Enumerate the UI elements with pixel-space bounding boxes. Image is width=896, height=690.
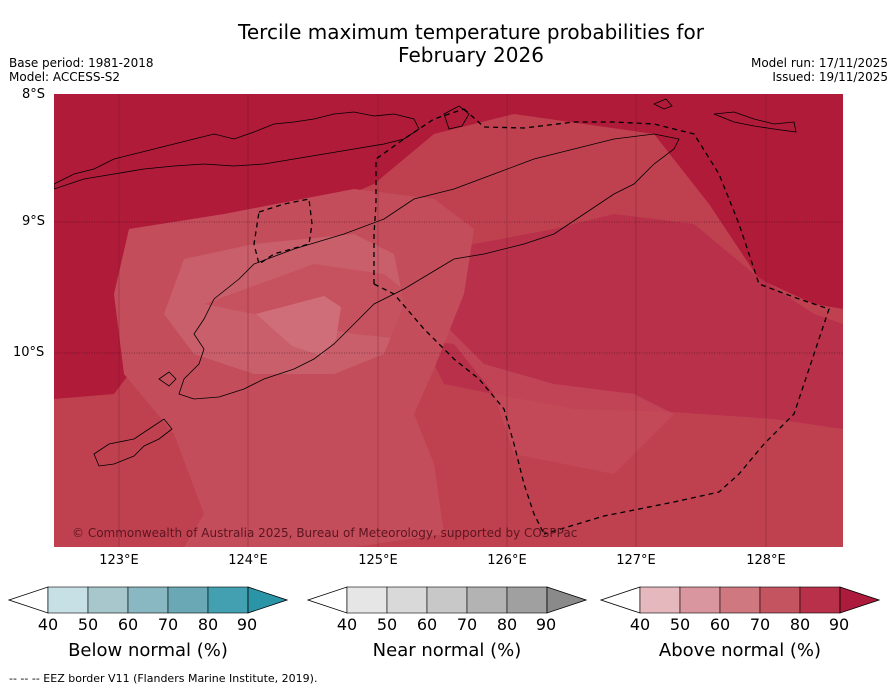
rote-island-coastline — [93, 418, 173, 467]
lon-label-123e: 123°E — [99, 553, 139, 568]
colorbar-segment — [719, 586, 761, 614]
lat-label-8s: 8°S — [22, 87, 46, 102]
colorbar-segment — [799, 586, 841, 614]
colorbar-segment — [759, 586, 801, 614]
colorbar-segment — [639, 586, 681, 614]
colorbar-segment — [47, 586, 89, 614]
model-label: Model: ACCESS-S2 — [9, 70, 121, 84]
colorbar-near-ticks: 40 50 60 70 80 90 — [332, 615, 572, 635]
base-period-label: Base period: 1981-2018 — [9, 56, 154, 70]
map-meridians — [118, 94, 767, 547]
colorbar-segment — [127, 586, 169, 614]
colorbar-segment — [426, 586, 468, 614]
lon-label-126e: 126°E — [487, 553, 527, 568]
tick-label: 90 — [828, 615, 850, 634]
flores-alor-coastline — [53, 111, 420, 190]
tick-label: 40 — [336, 615, 358, 634]
colorbar-near-title: Near normal (%) — [372, 640, 522, 661]
tick-label: 60 — [117, 615, 139, 634]
tick-label: 50 — [669, 615, 691, 634]
colorbar-min-extend — [7, 586, 49, 614]
map-title-line1: Tercile maximum temperature probabilitie… — [238, 20, 704, 44]
issued-label: Issued: 19/11/2025 — [772, 70, 888, 84]
lon-label-128e: 128°E — [746, 553, 786, 568]
colorbar-max-extend — [839, 586, 881, 614]
tick-label: 40 — [37, 615, 59, 634]
colorbar-segment — [466, 586, 508, 614]
lon-label-125e: 125°E — [358, 553, 398, 568]
tick-label: 90 — [236, 615, 258, 634]
colorbar-above-ticks: 40 50 60 70 80 90 — [625, 615, 865, 635]
atauro-island-coastline — [443, 105, 470, 130]
lon-label-124e: 124°E — [228, 553, 268, 568]
colorbar-segment — [506, 586, 548, 614]
colorbar-segment — [386, 586, 428, 614]
forecast-map: © Commonwealth of Australia 2025, Bureau… — [53, 94, 843, 547]
tick-label: 80 — [789, 615, 811, 634]
above-normal-50-60-patch — [256, 296, 341, 356]
tick-label: 90 — [535, 615, 557, 634]
eez-border-north — [373, 108, 465, 284]
colorbar-segment — [679, 586, 721, 614]
model-run-label: Model run: 17/11/2025 — [750, 56, 888, 70]
tick-label: 60 — [416, 615, 438, 634]
colorbar-below-ticks: 40 50 60 70 80 90 — [33, 615, 273, 635]
wetar-islands-coastline — [713, 111, 797, 133]
map-gridlines — [54, 221, 843, 354]
colorbar-segment — [167, 586, 209, 614]
colorbar-segment — [87, 586, 129, 614]
small-island-coastline — [158, 371, 177, 387]
above-normal-80-90-north — [54, 94, 843, 334]
tick-label: 70 — [456, 615, 478, 634]
colorbar-near-normal — [306, 586, 588, 614]
colorbar-near-normal-svg — [306, 586, 588, 614]
colorbar-min-extend — [599, 586, 641, 614]
colorbar-above-title: Above normal (%) — [658, 640, 822, 661]
small-island-ne-coastline — [653, 98, 673, 110]
tick-label: 50 — [77, 615, 99, 634]
colorbar-below-normal-svg — [7, 586, 289, 614]
timor-coastline — [178, 133, 680, 400]
colorbar-segment — [346, 586, 388, 614]
tick-label: 80 — [496, 615, 518, 634]
eez-border-timor-leste — [373, 283, 545, 535]
colorbar-min-extend — [306, 586, 348, 614]
copyright-text: © Commonwealth of Australia 2025, Bureau… — [72, 526, 577, 540]
tick-label: 80 — [197, 615, 219, 634]
tick-label: 70 — [749, 615, 771, 634]
tick-label: 70 — [157, 615, 179, 634]
lat-label-10s: 10°S — [13, 345, 45, 360]
colorbar-segment — [207, 586, 249, 614]
tick-label: 40 — [629, 615, 651, 634]
colorbar-max-extend — [546, 586, 588, 614]
colorbar-below-normal — [7, 586, 289, 614]
lat-label-9s: 9°S — [22, 214, 46, 229]
eez-footer-note: -- -- -- EEZ border V11 (Flanders Marine… — [9, 672, 318, 685]
tick-label: 50 — [376, 615, 398, 634]
colorbar-below-title: Below normal (%) — [68, 640, 228, 661]
eez-border-east — [463, 108, 830, 535]
map-title-line2: February 2026 — [398, 43, 544, 67]
colorbar-max-extend — [247, 586, 289, 614]
tick-label: 60 — [709, 615, 731, 634]
colorbar-above-normal-svg — [599, 586, 881, 614]
eez-border-oecusse — [253, 198, 313, 266]
colorbar-above-normal — [599, 586, 881, 614]
forecast-map-svg: © Commonwealth of Australia 2025, Bureau… — [53, 94, 843, 547]
lon-label-127e: 127°E — [616, 553, 656, 568]
